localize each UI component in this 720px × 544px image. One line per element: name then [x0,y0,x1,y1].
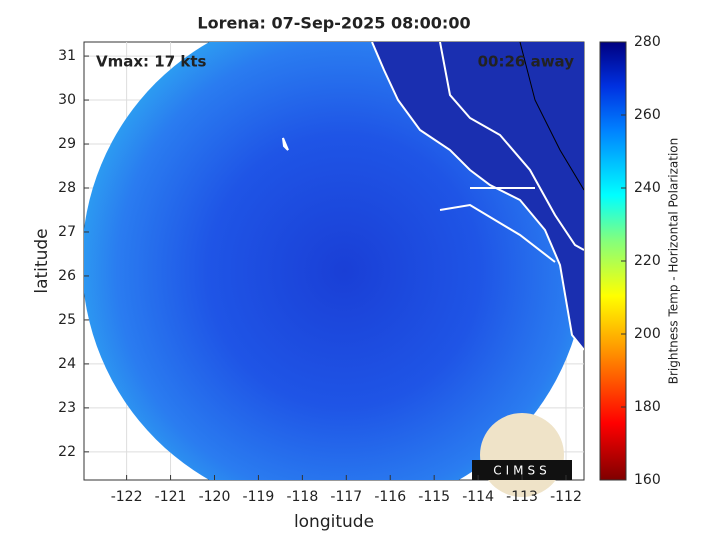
y-tick-label: 28 [58,180,76,196]
colorbar-tick-label: 200 [634,326,661,342]
y-tick-label: 27 [58,224,76,240]
x-tick-label: -122 [111,489,143,505]
vmax-label: Vmax: 17 kts [96,53,206,71]
colorbar-tick-label: 260 [634,107,661,123]
border [519,42,584,191]
x-tick-label: -115 [418,489,450,505]
coastline [439,42,584,251]
colorbar-label: Brightness Temp - Horizontal Polarizatio… [667,138,681,385]
island [282,137,289,151]
y-tick-label: 25 [58,312,76,328]
colorbar-tick-label: 220 [634,253,661,269]
x-tick-label: -120 [199,489,231,505]
x-axis-label: longitude [294,512,374,532]
y-tick-label: 30 [58,92,76,108]
x-tick-label: -119 [243,489,275,505]
x-tick-label: -114 [462,489,494,505]
colorbar-tick-label: 240 [634,180,661,196]
colorbar-tick-label: 160 [634,472,661,488]
y-tick-label: 29 [58,136,76,152]
x-tick-label: -121 [155,489,187,505]
logo: CIMSS [472,413,572,497]
y-tick-label: 24 [58,356,76,372]
x-tick-label: -118 [286,489,318,505]
y-tick-label: 31 [58,48,76,64]
colorbar-tick-label: 180 [634,399,661,415]
x-tick-label: -116 [374,489,406,505]
land-region [372,42,584,350]
swath-layer [84,42,584,480]
x-tick-label: -112 [550,489,582,505]
coastline [371,42,584,351]
y-axis-label: latitude [32,228,52,293]
x-tick-label: -113 [506,489,538,505]
time-away-label: 00:26 away [478,53,575,71]
chart-title: Lorena: 07-Sep-2025 08:00:00 [197,14,470,33]
logo-text: CIMSS [493,464,551,478]
colorbar-tick-label: 280 [634,34,661,50]
x-tick-label: -117 [330,489,362,505]
y-tick-label: 22 [58,444,76,460]
y-tick-label: 23 [58,400,76,416]
coastline [439,203,556,263]
y-tick-label: 26 [58,268,76,284]
